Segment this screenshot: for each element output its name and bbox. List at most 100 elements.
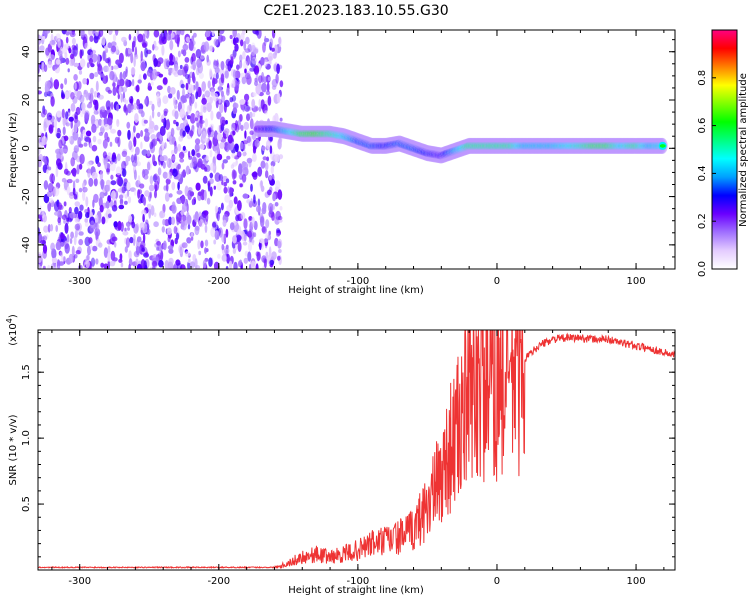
noise-cell <box>268 246 272 257</box>
noise-cell <box>223 186 228 194</box>
noise-cell <box>130 66 136 75</box>
noise-cell <box>218 84 222 93</box>
noise-cell <box>161 45 165 56</box>
noise-cell <box>107 259 111 269</box>
noise-cell <box>100 179 105 190</box>
noise-cell <box>187 258 191 264</box>
noise-cell <box>73 123 78 133</box>
noise-cell <box>205 30 211 38</box>
noise-cell <box>159 33 163 44</box>
noise-cell <box>42 244 48 254</box>
noise-cell <box>172 168 178 177</box>
noise-cell <box>194 101 198 109</box>
noise-cell <box>94 99 99 111</box>
noise-cell <box>216 182 222 191</box>
noise-cell <box>224 194 231 203</box>
noise-cell <box>140 50 143 62</box>
noise-cell <box>47 201 52 212</box>
noise-cell <box>180 221 185 228</box>
noise-cell <box>95 155 100 165</box>
noise-cell <box>179 122 185 130</box>
noise-cell <box>101 105 106 113</box>
x-tick-label: 0 <box>494 576 500 587</box>
noise-cell <box>165 58 170 68</box>
noise-cell <box>271 47 275 52</box>
noise-cell <box>197 126 201 135</box>
x-tick-label: 100 <box>627 576 646 587</box>
noise-cell <box>277 215 283 221</box>
noise-cell <box>66 217 70 222</box>
noise-cell <box>206 101 212 113</box>
noise-cell <box>68 253 74 264</box>
noise-cell <box>137 189 141 199</box>
noise-cell <box>97 54 100 64</box>
noise-cell <box>173 145 178 155</box>
noise-cell <box>146 49 152 55</box>
noise-cell <box>232 170 237 179</box>
noise-cell <box>242 143 246 151</box>
noise-cell <box>135 132 141 139</box>
noise-cell <box>152 260 158 267</box>
noise-cell <box>75 178 80 183</box>
noise-cell <box>136 236 142 243</box>
noise-cell <box>201 97 207 105</box>
noise-cell <box>66 234 70 243</box>
noise-cell <box>274 153 280 163</box>
noise-cell <box>177 181 180 191</box>
noise-cell <box>130 52 134 64</box>
noise-cell <box>247 251 252 262</box>
noise-cell <box>269 38 274 48</box>
noise-cell <box>150 205 155 216</box>
noise-cell <box>186 237 192 244</box>
noise-cell <box>249 111 253 119</box>
noise-cell <box>250 260 256 269</box>
noise-cell <box>125 78 129 88</box>
noise-cell <box>116 119 120 127</box>
noise-cell <box>202 259 207 269</box>
noise-cell <box>244 93 250 102</box>
bottom-y-axis-label: SNR (10 * v/v) <box>8 414 19 485</box>
noise-cell <box>143 119 148 124</box>
noise-cell <box>242 241 248 246</box>
noise-cell <box>47 61 53 69</box>
top-y-ticks: -40 -20 0 20 40 <box>21 39 675 270</box>
noise-cell <box>192 254 197 263</box>
noise-cell <box>133 189 137 196</box>
noise-cell <box>91 53 98 63</box>
noise-cell <box>219 142 225 149</box>
noise-cell <box>165 183 169 192</box>
noise-cell <box>47 264 51 269</box>
noise-cell <box>221 233 227 243</box>
noise-cell <box>78 238 84 246</box>
noise-cell <box>257 166 263 177</box>
noise-cell <box>43 180 49 190</box>
noise-cell <box>260 160 266 169</box>
noise-cell <box>150 81 154 86</box>
noise-cell <box>99 191 105 199</box>
noise-cell <box>220 60 225 71</box>
x-tick-label: -300 <box>68 276 91 287</box>
noise-cell <box>273 63 277 72</box>
noise-cell <box>244 104 251 112</box>
noise-cell <box>239 183 243 188</box>
noise-cell <box>216 211 220 222</box>
noise-cell <box>202 106 207 113</box>
noise-cell <box>161 226 165 233</box>
noise-cell <box>57 217 61 224</box>
colorbar-tick-label: 0.4 <box>697 165 708 181</box>
colorbar-tick-label: 0.0 <box>697 261 708 277</box>
noise-cell <box>106 117 113 126</box>
noise-cell <box>89 35 94 42</box>
noise-cell <box>61 214 67 220</box>
noise-cell <box>108 30 113 35</box>
noise-cell <box>105 200 110 209</box>
noise-cell <box>146 149 151 157</box>
noise-cell <box>127 196 132 204</box>
noise-cell <box>186 115 191 120</box>
noise-cell <box>209 172 214 179</box>
noise-cell <box>195 81 199 92</box>
noise-cell <box>207 133 211 138</box>
noise-cell <box>139 183 145 189</box>
noise-cell <box>144 128 149 133</box>
noise-cell <box>191 71 195 82</box>
